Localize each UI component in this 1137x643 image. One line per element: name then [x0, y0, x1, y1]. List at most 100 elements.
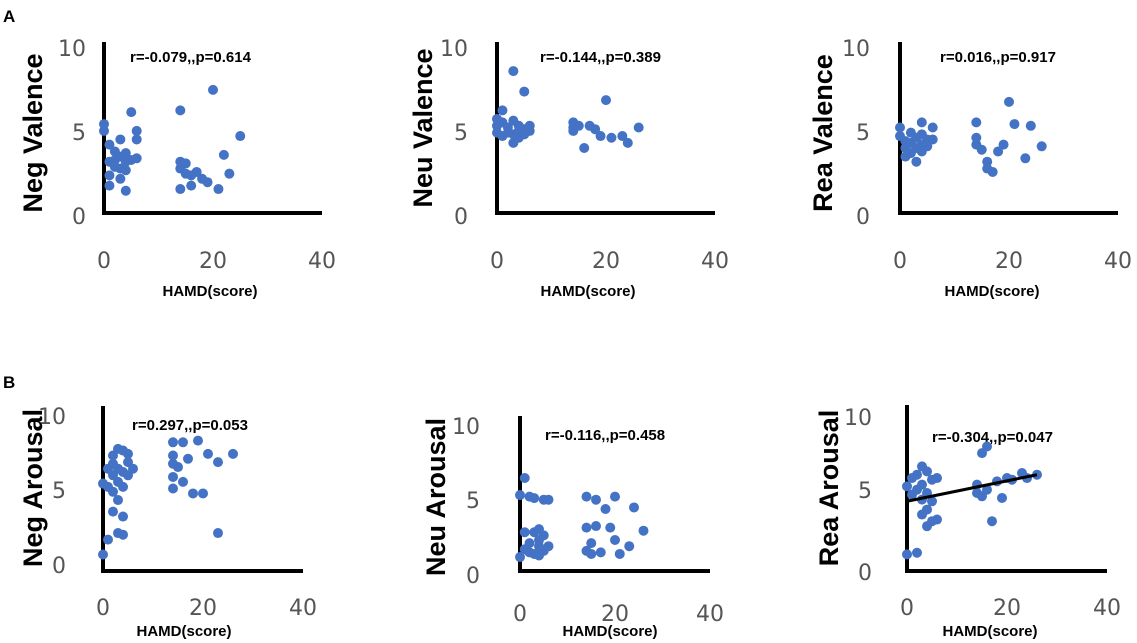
data-point [916, 117, 927, 128]
y-tick-label: 0 [858, 561, 872, 586]
data-point [118, 481, 128, 492]
data-point [902, 481, 912, 492]
data-point [1009, 119, 1020, 130]
data-point [224, 168, 235, 179]
data-point [629, 502, 639, 513]
data-point [193, 435, 203, 446]
data-point [198, 488, 208, 499]
data-point [601, 95, 611, 106]
data-point [131, 125, 142, 136]
data-point [173, 462, 183, 473]
x-tick-label: 20 [993, 596, 1021, 621]
data-point [104, 180, 115, 191]
data-point [1020, 153, 1031, 164]
data-point [131, 134, 142, 145]
data-point [591, 494, 601, 505]
data-point [108, 506, 118, 517]
y-tick-label: 10 [38, 405, 66, 430]
data-point [586, 548, 597, 559]
data-point [902, 549, 912, 560]
data-point [529, 493, 540, 504]
data-point [120, 148, 131, 159]
y-tick-label: 5 [454, 121, 468, 146]
y-tick-label: 0 [454, 205, 468, 230]
correlation-annotation: r=-0.304,,p=0.047 [932, 429, 1053, 446]
y-tick-label: 5 [52, 479, 66, 504]
data-point [633, 122, 644, 133]
y-tick-label: 5 [856, 121, 870, 146]
data-point [515, 552, 525, 563]
correlation-annotation: r=0.016,,p=0.917 [940, 49, 1056, 66]
x-tick-label: 40 [701, 249, 729, 274]
data-point [998, 139, 1009, 150]
x-axis-title: HAMD(score) [540, 283, 635, 300]
data-point [128, 463, 138, 474]
data-point [175, 184, 186, 195]
x-tick-label: 0 [97, 249, 111, 274]
data-point [497, 105, 508, 116]
data-point [131, 153, 142, 164]
x-tick-label: 40 [696, 602, 724, 627]
x-axis-title: HAMD(score) [136, 623, 231, 640]
data-point [104, 139, 115, 150]
data-point [118, 529, 128, 540]
data-point [987, 516, 997, 527]
x-tick-label: 40 [289, 596, 317, 621]
data-point [104, 170, 115, 181]
y-axis-title: Neg Valence [18, 53, 48, 212]
data-point [543, 541, 554, 552]
data-point [123, 448, 133, 459]
data-point [126, 107, 137, 118]
data-point [595, 547, 606, 558]
y-axis-title: Neg Arousal [18, 409, 48, 567]
data-point [120, 185, 131, 196]
data-point [180, 158, 191, 169]
data-point [638, 525, 649, 536]
data-point [113, 495, 123, 506]
data-point [218, 149, 229, 160]
y-tick-label: 5 [72, 121, 86, 146]
y-tick-label: 0 [72, 205, 86, 230]
data-point [932, 514, 942, 525]
x-axis-title: HAMD(score) [944, 283, 1039, 300]
data-point [186, 180, 197, 191]
y-tick-label: 0 [52, 554, 66, 579]
y-tick-label: 10 [440, 37, 468, 62]
data-point [610, 491, 620, 502]
x-tick-label: 0 [900, 596, 914, 621]
data-point [922, 466, 932, 477]
data-point [982, 156, 993, 167]
data-point [932, 473, 942, 484]
data-point [610, 535, 620, 545]
y-axis-title: Rea Arousal [814, 410, 844, 567]
data-point [183, 453, 193, 464]
correlation-annotation: r=-0.079,,p=0.614 [130, 49, 252, 66]
data-point [538, 530, 549, 541]
y-tick-label: 0 [856, 205, 870, 230]
data-point [971, 132, 982, 143]
x-tick-label: 40 [1104, 249, 1132, 274]
data-point [614, 548, 625, 559]
data-point [188, 488, 198, 499]
correlation-annotation: r=0.297,,p=0.053 [132, 417, 248, 434]
y-axis-title: Rea Valence [808, 54, 838, 212]
data-point [168, 450, 178, 461]
data-point [213, 528, 223, 539]
y-tick-label: 5 [466, 489, 480, 514]
data-point [927, 496, 937, 507]
data-point [617, 131, 628, 142]
data-point [120, 165, 131, 176]
x-tick-label: 0 [513, 602, 527, 627]
x-tick-label: 40 [1093, 596, 1121, 621]
data-point [228, 448, 238, 459]
data-point [99, 119, 109, 130]
data-point [922, 504, 932, 515]
data-point [191, 166, 202, 177]
x-tick-label: 0 [96, 596, 110, 621]
x-axis-title: HAMD(score) [562, 623, 657, 640]
data-point [118, 511, 128, 522]
panel-label-b: B [3, 373, 15, 392]
data-point [508, 66, 519, 77]
x-tick-label: 0 [490, 249, 504, 274]
data-point [622, 137, 633, 148]
